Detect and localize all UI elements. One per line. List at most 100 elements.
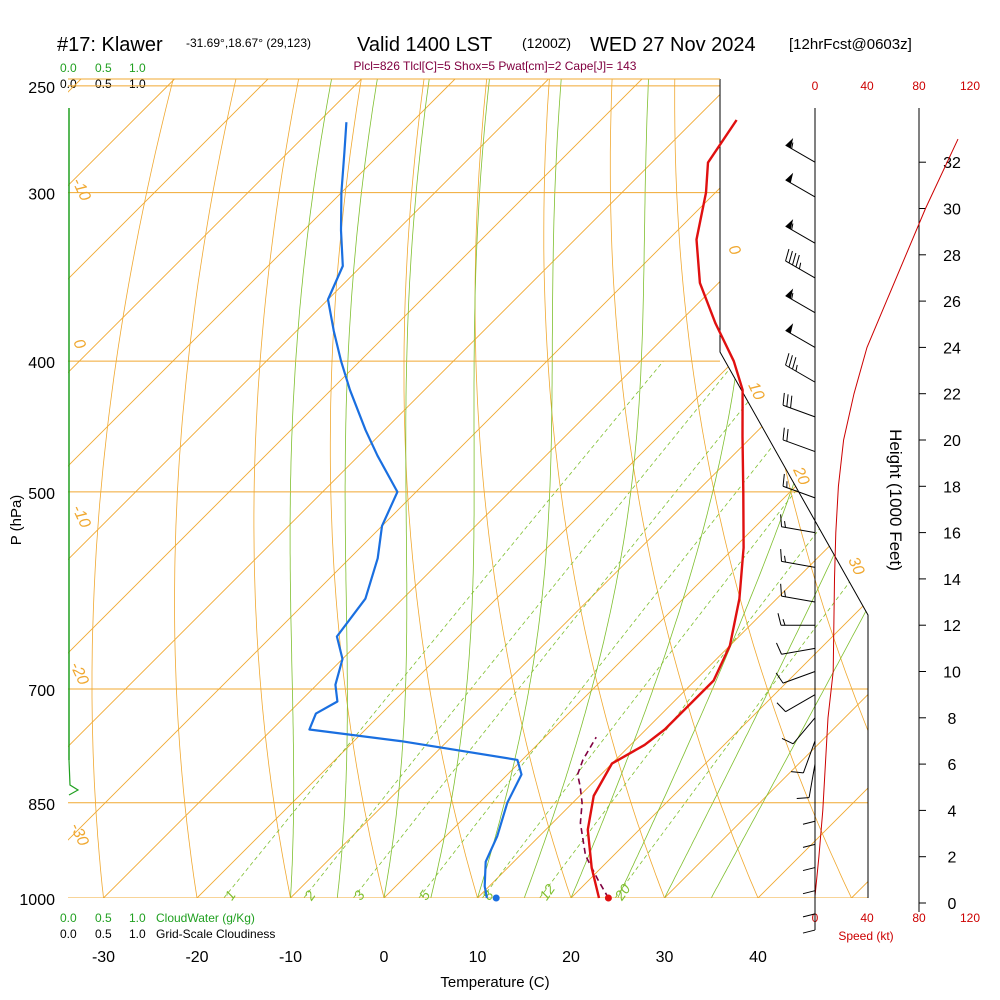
dry-adiabat [329,79,392,898]
wind-barb-full [785,248,790,262]
isotherm-line [68,79,175,898]
moist-adiabat [477,79,564,898]
wind-barb-staff [785,144,816,163]
wind-barb-full [785,353,790,366]
height-tick-label: 32 [943,155,961,172]
wind-barb-flag [785,219,794,230]
mixing-ratio-label: 12 [536,881,558,903]
isotherm-label: 0 [69,337,88,352]
wind-barb-full [791,771,804,774]
mixing-ratio-line [418,360,841,898]
wind-barb-half [791,142,794,149]
wind-barb [785,172,816,198]
isotherm-line [68,79,269,898]
speed-tick-top-0: 0 [812,79,819,93]
wind-barb [785,138,816,163]
dry-adiabat [609,79,771,898]
wind-barb-staff [785,295,816,314]
speed-tick-top-1: 40 [860,79,874,93]
cloudwater-label: CloudWater (g/Kg) [156,911,255,925]
plot-frame [719,79,869,898]
cloudiness-tick-1: 0.5 [95,77,112,91]
dry-adiabat [986,62,1000,927]
x-axis-label: Temperature (C) [440,974,549,991]
cloudwater-tick-bottom-1: 0.5 [95,911,112,925]
speed-tick-bottom-2: 80 [912,911,926,925]
forecast-info: [12hrFcst@0603z] [789,36,912,53]
wind-layer [775,138,959,934]
moist-adiabat [617,79,868,898]
temperature-line [586,119,745,899]
wind-barb-full [795,254,800,268]
wind-barb-half [782,619,786,626]
temperature-tick-label: 30 [656,949,674,966]
dewpoint-line [308,122,523,899]
wind-barb [802,810,816,848]
height-tick-label: 22 [943,387,961,404]
wind-barb-half [784,590,786,597]
cloudiness-tick-bottom-2: 1.0 [129,927,146,941]
wind-barb-full [802,867,816,872]
pressure-tick-label: 400 [28,355,55,372]
isotherm-line [290,79,868,898]
wind-barb [802,833,816,872]
wind-barb-flag [785,172,794,183]
isotherm-label: -30 [66,821,91,849]
isotherm-line [68,79,643,898]
mixing-ratio-line [223,360,664,898]
height-tick-label: 24 [943,340,961,357]
wind-barb [782,473,816,499]
speed-tick-bottom-3: 120 [960,911,980,925]
speed-tick-top-3: 120 [960,79,980,93]
cloudiness-tick-bottom-0: 0.0 [60,927,77,941]
wind-barb [785,288,816,314]
wind-barb-full [786,428,789,442]
wind-barb-staff [785,225,816,244]
dry-adiabat [91,79,179,898]
pressure-tick-label: 500 [28,486,55,503]
parcel-line [576,736,610,899]
wind-barb-full [782,473,785,487]
isotherm-line [68,79,736,898]
cloudwater-tick-2: 1.0 [129,61,146,75]
wind-barb [785,219,816,244]
wind-barb-staff [785,179,816,198]
wind-barb-staff [781,647,816,655]
station-title: #17: Klawer [57,34,163,56]
dry-adiabat [474,79,582,898]
isotherm-label: 20 [789,464,812,488]
wind-barb-full [776,642,782,655]
wind-barb-full [802,820,816,825]
speed-tick-top-2: 80 [912,79,926,93]
wind-barb-full [790,395,793,409]
height-tick-label: 26 [943,294,961,311]
wind-barb-full [796,797,810,799]
wind-barb-half [784,555,786,563]
moist-adiabat [710,79,868,898]
wind-barb-staff [785,364,816,383]
wind-barb-staff [782,485,816,499]
isotherm-line [68,79,362,898]
wind-barb [780,514,816,534]
moist-adiabat [430,79,492,898]
wind-barb [776,694,816,713]
wind-barb-staff [802,740,816,774]
wind-barb-full [782,392,785,406]
temperature-tick-label: -30 [92,949,115,966]
surface-dewpoint-dot [492,894,500,902]
height-tick-label: 2 [948,850,957,867]
height-tick-label: 30 [943,202,961,219]
moist-adiabat [336,79,381,898]
wind-barb [802,856,816,895]
wind-barb-staff [782,404,816,418]
temperature-tick-label: 40 [749,949,767,966]
wind-barb [782,392,816,418]
wind-barb [777,613,815,626]
wind-barb-full [780,514,783,527]
mixing-ratio-label: 3 [350,887,368,903]
utc-time: (1200Z) [522,35,571,51]
wind-barb-staff [785,260,816,279]
mixing-ratio-label: 2 [300,887,318,904]
speed-axis-label: Speed (kt) [838,929,893,943]
wind-barb-full [786,394,789,407]
